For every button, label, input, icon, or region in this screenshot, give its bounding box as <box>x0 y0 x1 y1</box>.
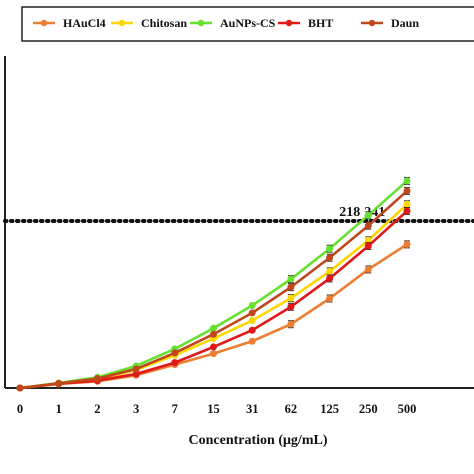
x-tick-label: 15 <box>207 402 220 416</box>
x-tick-label: 3 <box>133 402 139 416</box>
series-daun <box>16 186 411 392</box>
legend-swatch-marker <box>285 19 293 27</box>
data-point <box>364 222 372 230</box>
data-point <box>248 317 256 325</box>
data-point <box>210 350 218 358</box>
data-point <box>403 200 411 208</box>
data-point <box>248 337 256 345</box>
legend-label: Chitosan <box>141 16 187 30</box>
data-point <box>403 207 411 215</box>
data-point <box>287 275 295 283</box>
data-point <box>287 303 295 311</box>
data-point <box>171 359 179 367</box>
data-point <box>93 375 101 383</box>
data-point <box>171 349 179 357</box>
legend-label: BHT <box>308 16 333 30</box>
data-point <box>16 384 24 392</box>
legend-swatch-marker <box>197 19 205 27</box>
data-point <box>287 283 295 291</box>
annotation-218: 218 <box>339 205 360 220</box>
data-point <box>326 245 334 253</box>
data-point <box>326 267 334 275</box>
data-point <box>403 240 411 248</box>
x-tick-label: 62 <box>285 402 298 416</box>
series-layer <box>16 176 411 392</box>
x-tick-label: 125 <box>320 402 339 416</box>
data-point <box>287 320 295 328</box>
legend-item: Daun <box>361 16 419 30</box>
data-point <box>326 294 334 302</box>
x-tick-labels: 0 1 2 3 7 15 31 62 125 250 500 <box>17 402 417 416</box>
legend-swatch-marker <box>368 19 376 27</box>
legend-label: HAuCl4 <box>63 16 106 30</box>
data-point <box>132 365 140 373</box>
data-point <box>403 177 411 185</box>
legend-swatch-marker <box>118 19 126 27</box>
x-axis-title: Concentration (μg/mL) <box>189 433 328 448</box>
x-tick-label: 7 <box>172 402 178 416</box>
data-point <box>364 211 372 219</box>
x-tick-label: 0 <box>17 402 23 416</box>
legend-swatch-marker <box>40 19 48 27</box>
data-point <box>326 274 334 282</box>
legend <box>21 6 474 42</box>
data-point <box>364 242 372 250</box>
legend-box <box>21 6 474 42</box>
data-point <box>287 294 295 302</box>
data-point <box>210 324 218 332</box>
data-point <box>248 326 256 334</box>
legend-item: HAuCl4 <box>33 16 106 30</box>
x-tick-label: 500 <box>398 402 417 416</box>
x-tick-label: 31 <box>246 402 259 416</box>
legend-item: AuNPs-CS <box>190 16 276 30</box>
series-bht <box>16 206 411 392</box>
data-point <box>364 265 372 273</box>
legend-label: AuNPs-CS <box>220 16 276 30</box>
data-point <box>248 309 256 317</box>
legend-label: Daun <box>391 16 419 30</box>
data-point <box>210 330 218 338</box>
data-point <box>248 302 256 310</box>
x-tick-label: 250 <box>359 402 378 416</box>
x-tick-label: 1 <box>56 402 62 416</box>
legend-item: BHT <box>278 16 333 30</box>
data-point <box>55 379 63 387</box>
data-point <box>210 343 218 351</box>
data-point <box>326 254 334 262</box>
data-point <box>403 187 411 195</box>
legend-items: HAuCl4 Chitosan AuNPs-CS BHT Daun <box>33 16 419 30</box>
legend-item: Chitosan <box>111 16 187 30</box>
x-tick-label: 2 <box>94 402 100 416</box>
